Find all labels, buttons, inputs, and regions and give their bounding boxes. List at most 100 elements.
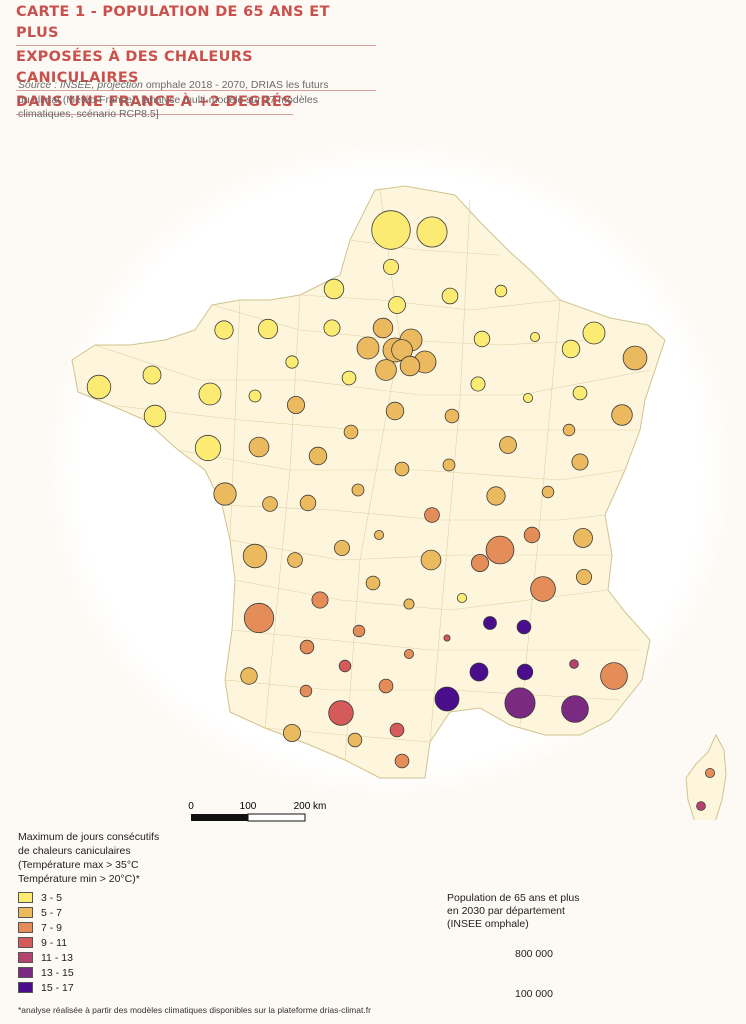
scale-label-200: 200 km <box>294 801 327 812</box>
department-bubble <box>456 593 467 604</box>
department-bubble <box>576 569 593 586</box>
department-bubble <box>403 649 414 660</box>
department-bubble <box>516 663 534 681</box>
title-line-1: CARTE 1 - POPULATION DE 65 ANS ET PLUS <box>16 2 376 46</box>
department-bubble <box>351 483 365 497</box>
department-bubble <box>394 461 410 477</box>
department-bubble <box>434 686 460 712</box>
department-bubble <box>573 528 593 548</box>
department-bubble <box>470 376 486 392</box>
department-bubble <box>569 659 579 669</box>
department-bubble <box>194 434 222 462</box>
department-bubble <box>420 549 442 571</box>
department-bubble <box>248 436 270 458</box>
department-bubble <box>299 639 315 655</box>
color-legend-title-2: de chaleurs caniculaires <box>18 845 131 857</box>
department-bubble <box>257 318 279 340</box>
department-bubble <box>214 320 234 340</box>
source-rest: omphale 2018 - 2070, DRIAS les futurs du… <box>18 79 329 120</box>
color-legend-title-3: (Température max > 35°C <box>18 859 139 871</box>
department-bubble <box>394 753 410 769</box>
department-bubble <box>365 575 381 591</box>
legend-class-0: 3 - 5 <box>18 890 159 905</box>
legend-class-1: 5 - 7 <box>18 905 159 920</box>
department-bubble <box>243 602 275 634</box>
department-bubble <box>372 317 394 339</box>
legend-label: 5 - 7 <box>41 906 63 919</box>
department-bubble <box>323 278 345 300</box>
department-bubble <box>347 732 363 748</box>
department-bubble <box>696 801 706 811</box>
department-bubble <box>356 336 380 360</box>
department-bubble <box>403 598 415 610</box>
bubble-layer <box>86 210 716 811</box>
department-bubble <box>378 678 394 694</box>
legend-swatch <box>18 952 33 963</box>
department-bubble <box>530 576 556 602</box>
department-bubble <box>541 485 555 499</box>
size-legend-small-label: 100 000 <box>515 988 553 1000</box>
size-legend-title-2: en 2030 par département <box>447 905 565 917</box>
department-bubble <box>371 210 411 250</box>
department-bubble <box>562 423 576 437</box>
department-bubble <box>441 287 459 305</box>
legend-label: 11 - 13 <box>41 951 73 964</box>
department-bubble <box>323 319 341 337</box>
france-map <box>45 140 735 820</box>
legend-swatch <box>18 982 33 993</box>
department-bubble <box>561 695 589 723</box>
department-bubble <box>444 408 460 424</box>
department-bubble <box>443 634 451 642</box>
department-bubble <box>262 496 278 512</box>
scale-segment-black <box>191 814 248 821</box>
department-bubble <box>285 355 299 369</box>
department-bubble <box>385 401 405 421</box>
size-legend-text: Population de 65 ans et plus en 2030 par… <box>447 892 580 931</box>
department-bubble <box>338 659 352 673</box>
department-bubble <box>389 722 405 738</box>
department-bubble <box>470 554 489 573</box>
department-bubble <box>483 616 497 630</box>
department-bubble <box>705 768 716 779</box>
legend-label: 15 - 17 <box>41 981 74 994</box>
scale-label-0: 0 <box>188 801 194 812</box>
legend-label: 7 - 9 <box>41 921 63 934</box>
legend-swatch <box>18 907 33 918</box>
size-legend-title-3: (INSEE omphale) <box>447 918 529 930</box>
department-bubble <box>328 700 354 726</box>
department-bubble <box>473 330 491 348</box>
department-bubble <box>142 365 162 385</box>
department-bubble <box>240 667 258 685</box>
legend-class-2: 7 - 9 <box>18 920 159 935</box>
map-title: CARTE 1 - POPULATION DE 65 ANS ET PLUS E… <box>16 2 376 116</box>
legend-swatch <box>18 967 33 978</box>
legend-label: 9 - 11 <box>41 936 68 949</box>
department-bubble <box>286 395 305 414</box>
department-bubble <box>504 687 536 719</box>
legend-class-6: 15 - 17 <box>18 980 159 995</box>
color-legend-title-4: Température min > 20°C)* <box>18 873 140 885</box>
color-legend: Maximum de jours consécutifs de chaleurs… <box>18 830 159 995</box>
footnote: *analyse réalisée à partir des modèles c… <box>18 1005 371 1015</box>
department-bubble <box>399 355 421 377</box>
department-bubble <box>600 662 628 690</box>
department-bubble <box>582 321 606 345</box>
department-bubble <box>424 507 440 523</box>
legend-swatch <box>18 892 33 903</box>
department-bubble <box>308 446 328 466</box>
department-bubble <box>282 724 301 743</box>
scale-label-100: 100 <box>240 801 257 812</box>
department-bubble <box>530 331 541 342</box>
department-bubble <box>416 216 448 248</box>
legend-label: 13 - 15 <box>41 966 74 979</box>
department-bubble <box>198 382 222 406</box>
department-bubble <box>341 370 357 386</box>
legend-swatch <box>18 922 33 933</box>
department-bubble <box>523 526 541 544</box>
department-bubble <box>485 535 515 565</box>
department-bubble <box>571 453 589 471</box>
legend-class-5: 13 - 15 <box>18 965 159 980</box>
scale-bar: 0 100 200 km <box>188 801 327 822</box>
department-bubble <box>611 404 633 426</box>
department-bubble <box>523 392 534 403</box>
